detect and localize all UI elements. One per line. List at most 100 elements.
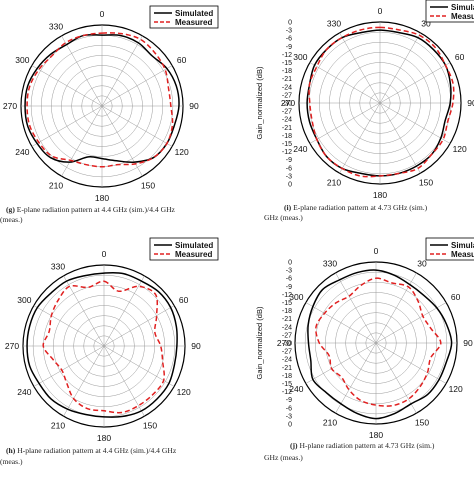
radial-tick-label: -3	[286, 413, 292, 420]
grid-spoke	[375, 342, 447, 384]
radial-tick-label: -27	[282, 109, 292, 116]
grid-spoke	[339, 102, 381, 174]
polar-chart-j: 03060901201501802102402703003300-3-6-9-1…	[255, 237, 474, 440]
grid-spoke	[379, 102, 451, 144]
series-line-measured	[42, 280, 166, 414]
caption-g-line2: (meas.)	[0, 215, 23, 224]
angle-label: 0	[378, 6, 383, 16]
angle-label: 210	[51, 421, 65, 431]
radial-tick-label: 0	[288, 20, 292, 27]
grid-spoke	[305, 302, 377, 344]
angle-label: 240	[15, 147, 29, 157]
series-line-simulated	[26, 271, 178, 418]
angle-label: 0	[102, 249, 107, 259]
angle-label: 330	[327, 18, 341, 28]
grid-spoke	[33, 345, 105, 387]
radial-tick-label: -9	[286, 157, 292, 164]
angle-label: 0	[100, 9, 105, 19]
caption-g: (g) E-plane radiation pattern at 4.4 GHz…	[6, 205, 175, 214]
radial-tick-label: -27	[282, 92, 292, 99]
radial-tick-label: -12	[282, 149, 292, 156]
angle-label: 210	[327, 178, 341, 188]
polar-chart-h: 0 60 90 120 150 180 210 240 270 300 330 SimulatedMe…	[5, 237, 219, 443]
y-axis-label: Gain_normalized (dB)	[255, 306, 264, 379]
series-line-measured	[308, 26, 455, 178]
radial-tick-label: -24	[282, 117, 292, 124]
angle-label: 120	[449, 384, 463, 394]
radial-tick-label: -9	[286, 284, 292, 291]
angle-label: 180	[97, 433, 111, 443]
radial-tick-label: -24	[282, 324, 292, 331]
angle-label: 210	[49, 181, 63, 191]
radial-tick-label: -15	[282, 60, 292, 67]
radial-tick-label: -9	[286, 44, 292, 51]
grid-spoke	[309, 62, 381, 104]
legend-label: Measured	[451, 250, 474, 259]
legend-label: Measured	[175, 250, 212, 259]
grid-spoke	[103, 345, 145, 417]
caption-i-line2: GHz (meas.)	[264, 213, 303, 222]
angle-label: 240	[293, 144, 307, 154]
caption-i: (i) E-plane radiation pattern at 4.73 GH…	[284, 203, 427, 212]
angle-label: 120	[453, 144, 467, 154]
angle-label: 330	[49, 21, 63, 31]
grid-spoke	[101, 105, 173, 147]
grid-spoke	[335, 342, 377, 414]
radial-tick-label: -12	[282, 292, 292, 299]
angle-label: 270	[3, 101, 17, 111]
radial-tick-label: -27	[282, 332, 292, 339]
legend-label: Measured	[451, 12, 474, 21]
legend-label: Measured	[175, 18, 212, 27]
angle-label: 150	[141, 181, 155, 191]
angle-label: 180	[373, 190, 387, 200]
grid-spoke	[379, 62, 451, 104]
angle-label: 180	[369, 430, 383, 440]
radial-tick-label: -3	[286, 28, 292, 35]
grid-spoke	[335, 272, 377, 344]
legend-label: Simulated	[451, 3, 474, 12]
grid-spoke	[375, 302, 447, 344]
radial-tick-label: -6	[286, 405, 292, 412]
angle-label: 0	[374, 246, 379, 256]
radial-tick-label: -6	[286, 36, 292, 43]
grid-spoke	[103, 275, 145, 347]
angle-label: 60	[455, 52, 465, 62]
angle-label: 210	[323, 418, 337, 428]
grid-spoke	[31, 105, 103, 147]
radial-tick-label: -21	[282, 76, 292, 83]
angle-label: 120	[177, 387, 191, 397]
radial-tick-label: -6	[286, 276, 292, 283]
grid-spoke	[375, 272, 417, 344]
radial-tick-label: 0	[288, 182, 292, 189]
caption-h-line2: (meas.)	[0, 457, 23, 466]
angle-label: 270	[277, 338, 291, 348]
angle-label: 240	[17, 387, 31, 397]
radial-tick-label: -3	[286, 268, 292, 275]
series-line-simulated	[307, 269, 453, 420]
caption-i-line1: E-plane radiation pattern at 4.73 GHz (s…	[293, 203, 428, 212]
angle-label: 300	[289, 292, 303, 302]
grid-spoke	[309, 102, 381, 144]
angle-label: 90	[191, 341, 201, 351]
grid-spoke	[375, 342, 417, 414]
caption-j-letter: (j)	[290, 441, 298, 450]
angle-label: 150	[419, 178, 433, 188]
polar-chart-i: 03060901201501802102402703003300-3-6-9-1…	[255, 0, 474, 200]
angle-label: 60	[451, 292, 461, 302]
radial-tick-label: -27	[282, 349, 292, 356]
angle-label: 30	[417, 258, 427, 268]
caption-h-letter: (h)	[6, 446, 16, 455]
angle-label: 90	[467, 98, 474, 108]
caption-j-line2: GHz (meas.)	[264, 453, 303, 462]
radial-tick-label: -12	[282, 389, 292, 396]
radial-tick-label: -6	[286, 165, 292, 172]
radial-tick-label: -21	[282, 125, 292, 132]
angle-label: 300	[15, 55, 29, 65]
radial-tick-label: -30	[282, 101, 292, 108]
grid-spoke	[61, 105, 103, 177]
angle-label: 30	[421, 18, 431, 28]
polar-chart-g: 0 60 90 120 150 180 210 240 270 300 330 SimulatedMe…	[3, 5, 219, 203]
radial-tick-label: -18	[282, 308, 292, 315]
angle-label: 270	[281, 98, 295, 108]
caption-h-line1: H-plane radiation pattern at 4.4 GHz (si…	[17, 446, 177, 455]
